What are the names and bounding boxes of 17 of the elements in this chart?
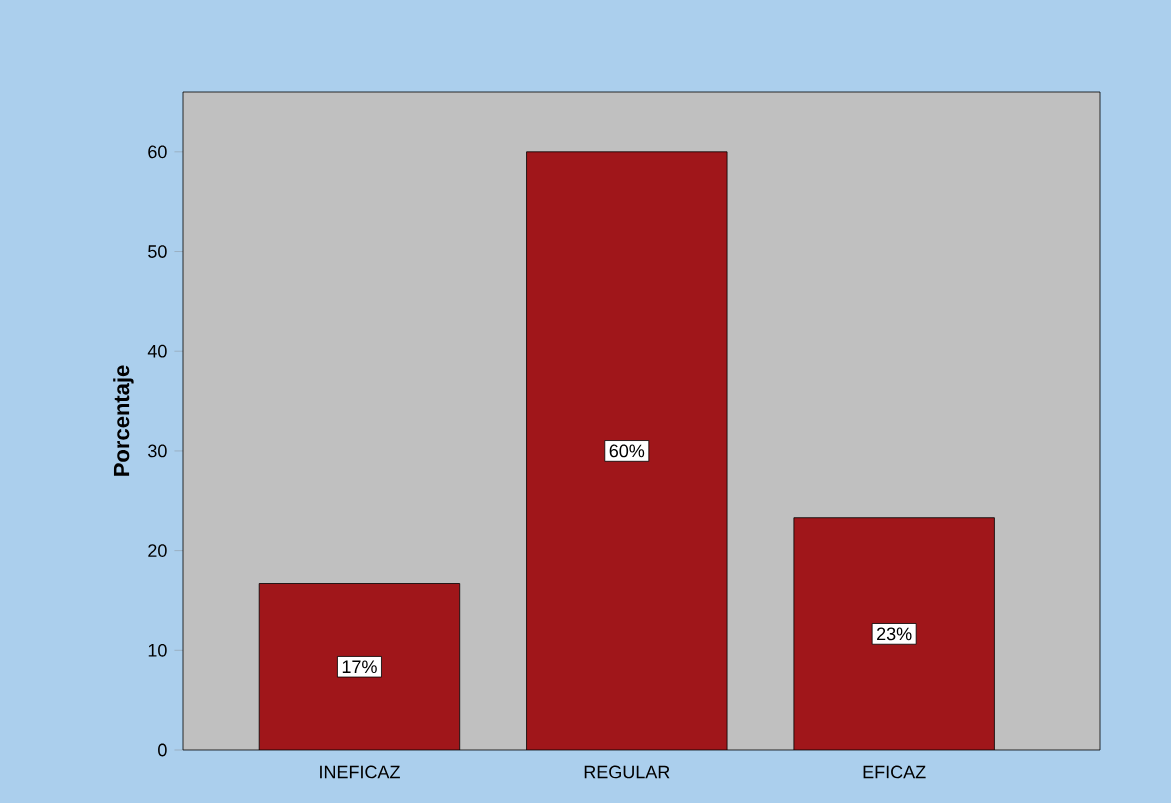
x-tick-label: EFICAZ [863, 765, 926, 779]
bar [793, 517, 995, 750]
data-label: 60% [609, 444, 645, 458]
bar [526, 151, 728, 750]
y-axis-title: Porcentaje [113, 365, 134, 476]
x-tick-label: REGULAR [584, 765, 670, 779]
bar [259, 583, 460, 750]
y-tick-label: 0 [158, 743, 167, 757]
y-tick-label: 30 [148, 444, 167, 458]
y-tick-label: 50 [148, 245, 167, 258]
y-tick-label: 40 [147, 344, 167, 358]
y-tick-label: 10 [148, 643, 167, 657]
y-tick-label: 20 [148, 544, 167, 557]
x-tick-label: INEFICAZ [320, 765, 400, 779]
data-label: 23% [877, 627, 912, 641]
data-label: 17% [342, 660, 377, 674]
y-tick-label: 60 [148, 145, 167, 159]
